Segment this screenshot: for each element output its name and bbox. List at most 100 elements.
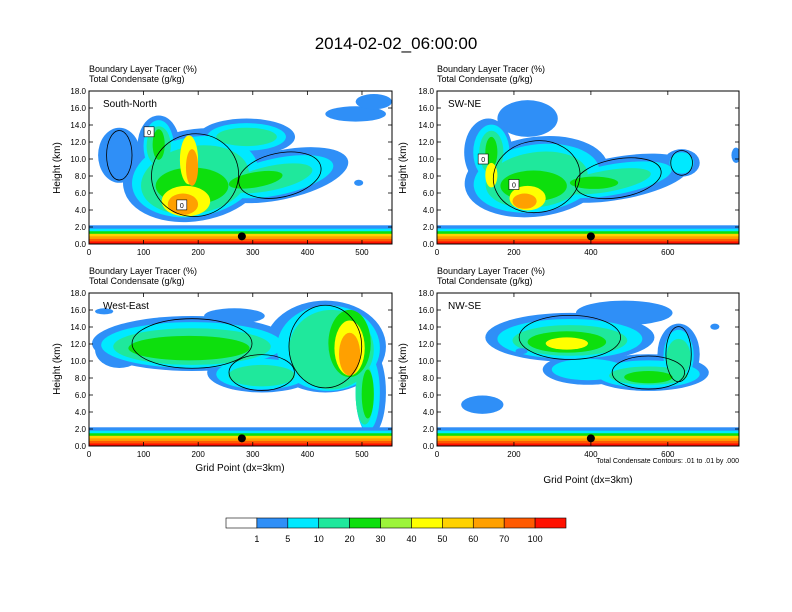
colorbar-swatch <box>380 517 412 529</box>
y-tick-label: 2.0 <box>75 425 87 434</box>
colorbar-tick-label: 70 <box>499 534 509 544</box>
colorbar-tick-label: 10 <box>314 534 324 544</box>
x-tick-label: 400 <box>301 248 315 257</box>
y-axis-label: Height (km) <box>398 343 409 395</box>
panel-sw-ne: Boundary Layer Tracer (%) Total Condensa… <box>398 64 740 257</box>
colorbar-tick-label: 60 <box>468 534 478 544</box>
colorbar-tick-label: 20 <box>345 534 355 544</box>
tracer-field: 00 <box>437 91 739 244</box>
colorbar-tick-label: 30 <box>376 534 386 544</box>
x-tick-label: 100 <box>137 248 151 257</box>
tracer-region <box>512 193 537 209</box>
colorbar: 1 5 10 20 30 40 50 60 70 100 <box>225 517 567 544</box>
contour-label: 0 <box>147 130 151 137</box>
tracer-field: 00 <box>89 91 392 244</box>
colorbar-tick-label: 50 <box>437 534 447 544</box>
condensate-contour <box>238 151 322 199</box>
x-axis-label: Grid Point (dx=3km) <box>543 475 632 486</box>
y-axis-label: Height (km) <box>52 343 63 395</box>
colorbar-tick-label: 100 <box>528 534 543 544</box>
condensate-contour <box>611 355 686 390</box>
plot-frame <box>436 292 740 447</box>
y-tick-label: 2.0 <box>423 425 435 434</box>
y-tick-label: 18.0 <box>418 87 434 96</box>
y-tick-label: 14.0 <box>418 323 434 332</box>
x-tick-label: 100 <box>137 450 151 459</box>
y-tick-label: 0.0 <box>423 240 435 249</box>
y-tick-label: 12.0 <box>418 138 434 147</box>
y-tick-label: 16.0 <box>418 104 434 113</box>
tracer-region <box>575 300 673 326</box>
condensate-contour <box>288 304 363 389</box>
tracer-region <box>569 176 619 189</box>
y-tick-label: 0.0 <box>75 442 87 451</box>
tracer-region <box>497 100 558 137</box>
y-tick-label: 18.0 <box>418 289 434 298</box>
tracer-region <box>325 106 386 122</box>
y-tick-label: 6.0 <box>423 189 435 198</box>
panel-label: West-East <box>103 301 149 312</box>
x-tick-label: 400 <box>584 248 598 257</box>
y-tick-label: 10.0 <box>418 155 434 164</box>
tracer-region <box>354 179 364 186</box>
tracer-region <box>710 323 720 330</box>
y-tick-label: 14.0 <box>418 121 434 130</box>
colorbar-swatch <box>287 517 320 529</box>
location-marker <box>586 434 595 443</box>
x-tick-label: 500 <box>355 450 369 459</box>
plot-frame <box>88 90 393 245</box>
x-tick-label: 200 <box>507 450 521 459</box>
tracer-region <box>338 332 361 376</box>
tracer-region <box>185 149 199 186</box>
colorbar-swatch <box>256 517 289 529</box>
condensate-contour <box>228 354 295 391</box>
y-tick-label: 10.0 <box>418 357 434 366</box>
contour-label-box <box>508 179 520 190</box>
y-tick-label: 16.0 <box>70 104 86 113</box>
y-tick-label: 6.0 <box>75 189 87 198</box>
contour-label-box <box>143 126 155 138</box>
tracer-region <box>515 348 528 355</box>
panel-label: SW-NE <box>448 99 481 110</box>
plot-area: 000 200 400 6000.02.04.06.08.010.012.014.01… <box>418 87 740 257</box>
y-tick-label: 4.0 <box>423 206 435 215</box>
y-tick-label: 2.0 <box>75 223 87 232</box>
y-tick-label: 10.0 <box>70 155 86 164</box>
panel-contour-label: Total Condensate (g/kg) <box>89 276 185 286</box>
y-tick-label: 8.0 <box>423 374 435 383</box>
y-tick-label: 12.0 <box>70 138 86 147</box>
panel-variable-label: Boundary Layer Tracer (%) <box>89 266 197 276</box>
plot-area: 0 200 400 600 0.0 2.0 4.0 6.0 8.0 10.0 12.0 14.0 16.… <box>418 289 740 459</box>
colorbar-swatch <box>411 517 443 529</box>
y-tick-label: 0.0 <box>423 442 435 451</box>
condensate-contour <box>131 318 253 369</box>
y-tick-label: 8.0 <box>75 374 87 383</box>
panel-nw-se: Boundary Layer Tracer (%) Total Condensa… <box>398 266 740 486</box>
colorbar-swatch <box>534 517 567 529</box>
tracer-region <box>355 94 392 110</box>
tracer-region <box>228 364 296 387</box>
tracer-field <box>89 293 392 446</box>
x-tick-label: 400 <box>301 450 315 459</box>
tracer-region <box>624 371 673 384</box>
condensate-contour <box>492 140 581 214</box>
panel-label: South-North <box>103 99 157 110</box>
y-tick-label: 4.0 <box>75 206 87 215</box>
tracer-region <box>95 308 114 315</box>
tracer-region <box>551 358 625 381</box>
panel-south-north: Boundary Layer Tracer (%) Total Condensa… <box>52 64 393 257</box>
y-tick-label: 4.0 <box>75 408 87 417</box>
colorbar-tick-label: 1 <box>254 534 259 544</box>
panel-variable-label: Boundary Layer Tracer (%) <box>437 266 545 276</box>
contour-label: 0 <box>180 203 184 210</box>
y-tick-label: 14.0 <box>70 121 86 130</box>
tracer-region <box>461 395 504 414</box>
location-marker <box>237 434 246 443</box>
tracer-region <box>204 308 265 324</box>
y-tick-label: 16.0 <box>418 306 434 315</box>
condensate-contour <box>670 150 693 176</box>
x-tick-label: 200 <box>192 248 206 257</box>
colorbar-tick-label: 5 <box>285 534 290 544</box>
tracer-field <box>437 293 739 446</box>
